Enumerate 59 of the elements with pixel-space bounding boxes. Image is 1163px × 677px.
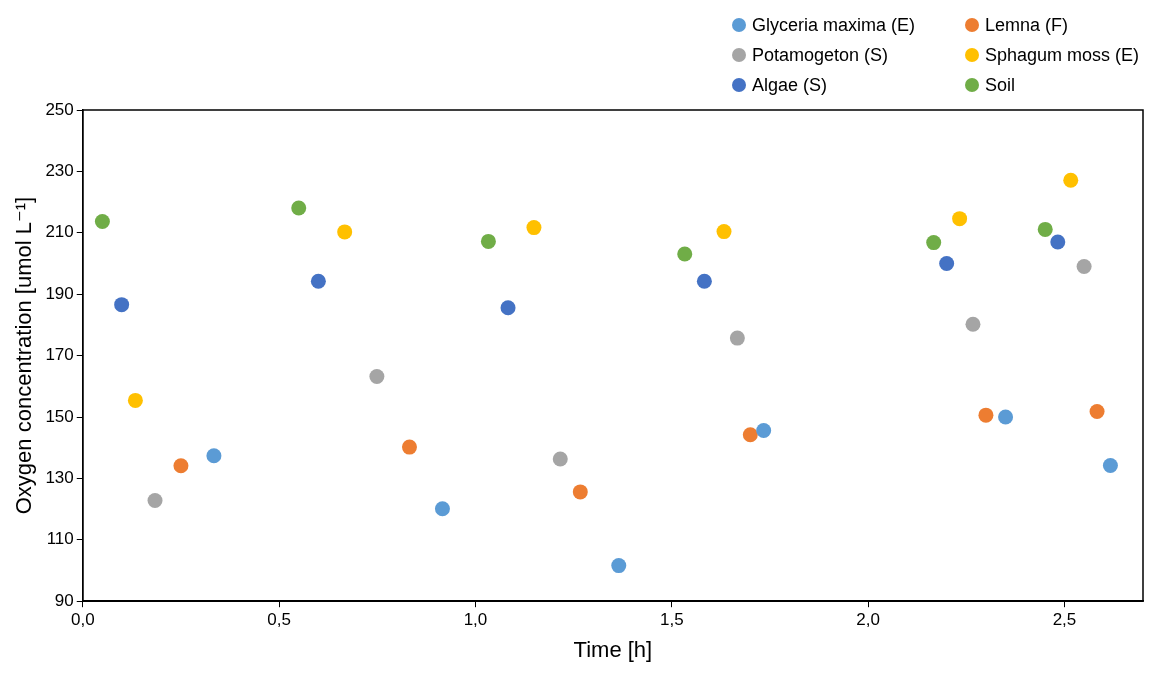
y-tick-label: 150	[45, 406, 74, 426]
point	[526, 220, 542, 236]
point	[206, 448, 222, 464]
x-tick-label: 1,5	[659, 610, 684, 630]
x-tick-label: 0,5	[267, 610, 291, 630]
x-tick-label: 2,5	[1052, 610, 1077, 630]
point	[114, 297, 130, 313]
point	[611, 558, 627, 574]
point	[310, 273, 326, 289]
point	[94, 213, 110, 229]
legend-label: Soil	[984, 74, 1015, 97]
legend-label: Glyceria maxima (E)	[751, 14, 915, 37]
y-tick-label: 210	[45, 222, 74, 242]
point	[978, 407, 994, 423]
legend-label: Sphagum moss (E)	[984, 44, 1139, 67]
y-tick-label: 250	[45, 99, 74, 119]
point	[337, 224, 353, 240]
x-tick-label: 1,0	[463, 610, 488, 630]
point	[127, 392, 143, 408]
legend-label: Algae (S)	[751, 74, 827, 97]
point	[1037, 221, 1053, 237]
point	[500, 300, 516, 316]
y-tick-label: 110	[46, 529, 74, 549]
point	[1089, 403, 1105, 419]
point	[677, 246, 693, 262]
point	[1063, 172, 1079, 188]
point	[147, 493, 163, 508]
point	[369, 368, 385, 384]
y-tick-label: 190	[45, 283, 74, 303]
point	[716, 224, 732, 240]
legend-label: Lemna (F)	[984, 14, 1068, 37]
point	[729, 330, 745, 346]
point	[401, 439, 417, 455]
point	[173, 458, 189, 474]
point	[696, 273, 712, 289]
point	[965, 316, 981, 332]
point	[552, 451, 568, 467]
y-tick-label: 130	[45, 468, 74, 488]
y-tick-label: 170	[45, 345, 74, 365]
point	[572, 484, 588, 500]
point	[1076, 259, 1092, 275]
x-tick-label: 2,0	[856, 610, 880, 630]
point	[480, 233, 496, 249]
point	[756, 423, 772, 439]
x-tick-label: 0,0	[70, 610, 95, 630]
x-axis-title: Time [h]	[573, 636, 653, 662]
point	[939, 256, 955, 271]
point	[926, 235, 942, 251]
point	[742, 427, 758, 443]
point	[1050, 234, 1066, 250]
point	[1102, 458, 1118, 474]
point	[952, 211, 968, 227]
point	[998, 409, 1014, 425]
y-tick-label: 90	[54, 590, 74, 610]
point	[434, 501, 450, 517]
point	[291, 200, 307, 216]
y-axis-title: Oxygen concentration [umol L⁻¹]	[11, 196, 37, 515]
legend-label: Potamogeton (S)	[751, 44, 888, 67]
y-tick-label: 230	[45, 161, 74, 181]
